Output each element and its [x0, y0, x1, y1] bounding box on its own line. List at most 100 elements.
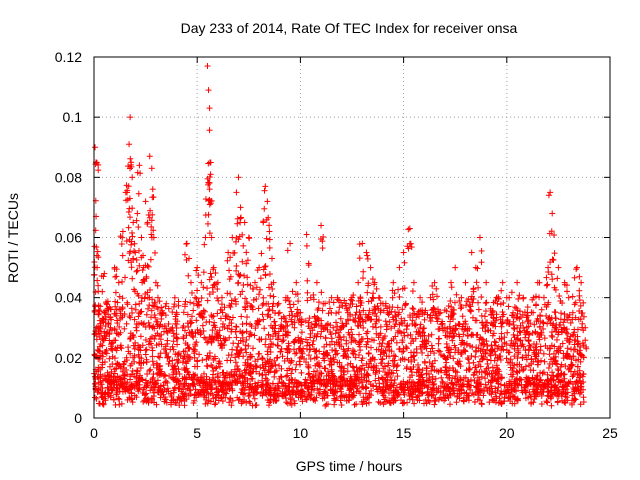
data-point — [186, 386, 193, 393]
data-point — [552, 360, 559, 367]
data-point — [558, 361, 565, 368]
data-point — [372, 377, 379, 384]
data-point — [152, 314, 159, 321]
data-point — [249, 402, 256, 409]
data-point — [448, 379, 455, 386]
data-point — [365, 399, 372, 406]
data-point — [259, 392, 266, 399]
data-point — [288, 370, 295, 377]
data-point — [314, 368, 321, 375]
data-point — [185, 382, 192, 389]
data-point — [262, 341, 269, 348]
data-point — [210, 371, 217, 378]
data-point — [153, 342, 160, 349]
data-point — [110, 396, 117, 403]
data-point — [239, 329, 246, 336]
data-point — [468, 331, 475, 338]
data-point — [307, 355, 314, 362]
data-point — [426, 398, 433, 405]
data-point — [121, 325, 128, 332]
data-point — [425, 333, 432, 340]
data-point — [334, 359, 341, 366]
data-point — [400, 389, 407, 396]
data-point — [339, 303, 346, 310]
data-point — [366, 307, 373, 314]
data-point — [282, 395, 289, 402]
data-point — [380, 401, 387, 408]
data-point — [132, 306, 139, 313]
data-point — [484, 360, 491, 367]
data-point — [326, 341, 333, 348]
data-point — [333, 319, 340, 326]
data-point — [190, 307, 197, 314]
data-point — [216, 358, 223, 365]
data-point — [312, 362, 319, 369]
data-point — [240, 353, 247, 360]
data-point — [386, 353, 393, 360]
data-point — [284, 372, 291, 379]
data-point — [456, 333, 463, 340]
data-point — [390, 399, 397, 406]
x-tick-label: 25 — [602, 425, 618, 441]
data-point — [256, 291, 263, 298]
data-point — [133, 394, 140, 401]
data-point — [553, 336, 560, 343]
data-point — [209, 364, 216, 371]
data-point — [521, 309, 528, 316]
data-point — [146, 367, 153, 374]
data-point — [458, 382, 465, 389]
data-point — [475, 299, 482, 306]
data-point — [347, 360, 354, 367]
data-point — [98, 394, 105, 401]
data-point — [511, 353, 518, 360]
chart-title: Day 233 of 2014, Rate Of TEC Index for r… — [181, 20, 518, 36]
data-point — [527, 343, 534, 350]
data-point — [548, 342, 555, 349]
data-point — [314, 385, 321, 392]
data-point — [126, 313, 133, 320]
data-point — [516, 368, 523, 375]
data-point — [247, 381, 254, 388]
data-point — [337, 315, 344, 322]
data-point — [562, 363, 569, 370]
data-point — [176, 402, 183, 409]
data-point — [310, 337, 317, 344]
data-point — [273, 398, 280, 405]
data-point — [357, 347, 364, 354]
data-point — [274, 342, 281, 349]
data-point — [562, 400, 569, 407]
data-point — [144, 396, 151, 403]
data-point — [282, 382, 289, 389]
data-point — [559, 340, 566, 347]
x-axis-label: GPS time / hours — [296, 458, 403, 474]
data-point — [127, 350, 134, 357]
data-point — [203, 373, 210, 380]
data-point — [235, 351, 242, 358]
data-point — [150, 374, 157, 381]
data-point — [143, 346, 150, 353]
data-point — [558, 310, 565, 317]
data-point — [243, 349, 250, 356]
data-point — [354, 368, 361, 375]
data-point — [144, 371, 151, 378]
data-point — [443, 340, 450, 347]
x-tick-label: 5 — [193, 425, 201, 441]
data-point — [422, 396, 429, 403]
data-point — [264, 357, 271, 364]
data-point — [431, 366, 438, 373]
data-point — [259, 311, 266, 318]
data-point — [234, 344, 241, 351]
data-point — [468, 352, 475, 359]
data-point — [460, 331, 467, 338]
data-point — [288, 308, 295, 315]
data-point — [251, 332, 258, 339]
data-point — [167, 390, 174, 397]
data-point — [523, 374, 530, 381]
data-point — [428, 342, 435, 349]
data-point — [244, 314, 251, 321]
data-point — [478, 369, 485, 376]
data-point — [256, 370, 263, 377]
data-point — [391, 376, 398, 383]
data-point — [330, 372, 337, 379]
